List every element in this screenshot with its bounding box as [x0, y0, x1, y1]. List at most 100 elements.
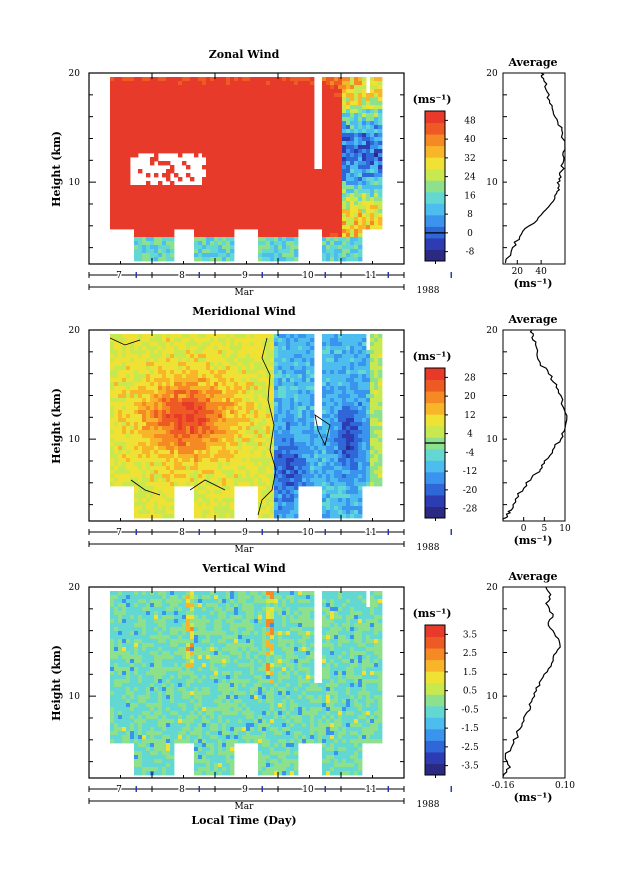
field-cell: [378, 398, 383, 403]
field-cell: [326, 221, 331, 226]
field-cell: [130, 149, 135, 154]
field-cell: [230, 374, 235, 379]
field-cell: [258, 97, 263, 102]
field-cell: [238, 394, 243, 399]
field-cell: [150, 406, 155, 411]
field-cell: [242, 410, 247, 415]
field-cell: [162, 117, 167, 122]
field-cell: [354, 145, 359, 150]
field-cell: [366, 153, 371, 158]
field-cell: [118, 442, 123, 447]
field-cell: [194, 370, 199, 375]
field-cell: [242, 129, 247, 134]
field-cell: [310, 438, 315, 443]
field-cell: [330, 153, 335, 158]
field-cell: [242, 438, 247, 443]
field-cell: [158, 358, 163, 363]
field-cell: [302, 430, 307, 435]
field-cell: [162, 77, 167, 82]
field-cell: [194, 149, 199, 154]
field-cell: [202, 129, 207, 134]
field-cell: [202, 362, 207, 367]
field-cell: [206, 137, 211, 142]
field-cell: [334, 233, 339, 238]
field-cell: [326, 390, 331, 395]
field-cell: [310, 177, 315, 182]
field-cell: [170, 354, 175, 359]
field-cell: [158, 225, 163, 230]
field-cell: [378, 81, 383, 86]
field-cell: [294, 121, 299, 126]
field-cell: [274, 378, 279, 383]
field-cell: [198, 410, 203, 415]
field-cell: [286, 153, 291, 158]
field-cell: [162, 125, 167, 130]
field-cell: [362, 438, 367, 443]
field-cell: [178, 81, 183, 86]
field-cell: [142, 450, 147, 455]
field-cell: [346, 374, 351, 379]
field-cell: [358, 101, 363, 106]
field-cell: [254, 89, 259, 94]
field-cell: [234, 418, 239, 423]
field-cell: [366, 446, 371, 451]
field-cell: [326, 89, 331, 94]
field-cell: [266, 257, 271, 262]
field-cell: [138, 137, 143, 142]
field-cell: [234, 334, 239, 339]
field-cell: [306, 398, 311, 403]
field-cell: [138, 225, 143, 230]
field-cell: [370, 145, 375, 150]
field-cell: [166, 205, 171, 210]
field-cell: [274, 221, 279, 226]
field-cell: [222, 201, 227, 206]
field-cell: [310, 133, 315, 138]
field-cell: [358, 97, 363, 102]
field-cell: [250, 89, 255, 94]
field-cell: [138, 402, 143, 407]
field-cell: [250, 370, 255, 375]
field-cell: [374, 434, 379, 439]
field-cell: [190, 342, 195, 347]
field-cell: [226, 149, 231, 154]
field-cell: [270, 169, 275, 174]
field-cell: [110, 213, 115, 218]
field-cell: [310, 454, 315, 459]
field-cell: [294, 362, 299, 367]
field-cell: [338, 257, 343, 262]
field-cell: [362, 398, 367, 403]
field-cell: [258, 137, 263, 142]
field-cell: [150, 446, 155, 451]
field-cell: [330, 233, 335, 238]
field-cell: [158, 237, 163, 242]
field-cell: [270, 398, 275, 403]
field-cell: [370, 137, 375, 142]
field-cell: [318, 193, 323, 198]
field-cell: [170, 89, 175, 94]
field-cell: [182, 398, 187, 403]
field-cell: [246, 342, 251, 347]
field-cell: [130, 418, 135, 423]
field-cell: [330, 109, 335, 114]
field-cell: [318, 454, 323, 459]
field-cell: [118, 382, 123, 387]
field-cell: [286, 225, 291, 230]
field-cell: [362, 446, 367, 451]
field-cell: [278, 145, 283, 150]
field-cell: [222, 133, 227, 138]
field-cell: [298, 454, 303, 459]
field-cell: [362, 430, 367, 435]
field-cell: [282, 181, 287, 186]
field-cell: [162, 225, 167, 230]
field-cell: [278, 414, 283, 419]
field-cell: [210, 213, 215, 218]
field-cell: [250, 454, 255, 459]
field-cell: [110, 334, 115, 339]
field-cell: [354, 125, 359, 130]
field-cell: [214, 438, 219, 443]
field-cell: [302, 181, 307, 186]
field-cell: [266, 390, 271, 395]
field-cell: [198, 129, 203, 134]
field-cell: [234, 354, 239, 359]
field-cell: [154, 450, 159, 455]
